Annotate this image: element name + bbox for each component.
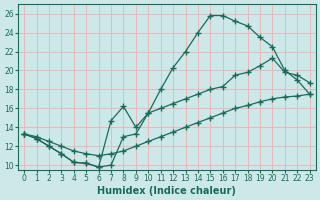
X-axis label: Humidex (Indice chaleur): Humidex (Indice chaleur): [98, 186, 236, 196]
